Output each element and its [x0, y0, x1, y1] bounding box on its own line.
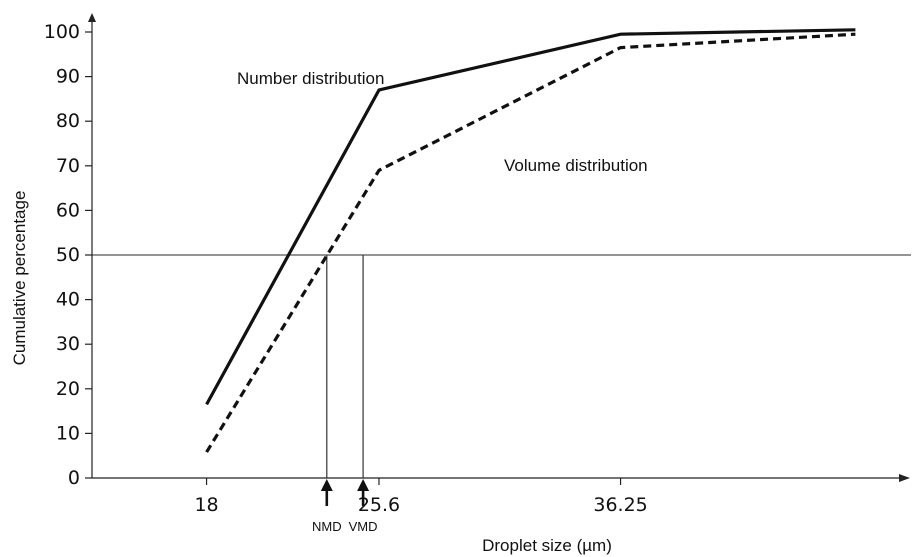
series-labels: Number distribution Volume distribution: [237, 69, 648, 175]
y-axis-ticks: 0 10 20 30 40 50 60 70 80 90 100: [44, 21, 92, 489]
axes: 0 10 20 30 40 50 60 70 80 90 100 18 25.6 36.25: [44, 13, 910, 516]
series-label-number-distribution: Number distribution: [237, 69, 384, 88]
median-markers: NMD VMD: [312, 479, 378, 534]
series-line-number-distribution: [205, 28, 856, 406]
series-label-volume-distribution: Volume distribution: [504, 156, 648, 175]
vmd-arrow-head: [357, 479, 370, 491]
nmd-label: NMD: [312, 519, 342, 534]
vmd-label: VMD: [349, 519, 378, 534]
y-axis-title: Cumulative percentage: [10, 191, 29, 366]
y-tick-label-20: 20: [56, 378, 80, 400]
y-tick-label-90: 90: [56, 66, 80, 88]
y-axis-arrowhead: [88, 13, 96, 22]
y-tick-label-10: 10: [56, 422, 80, 444]
y-tick-label-30: 30: [56, 333, 80, 355]
x-tick-label-18: 18: [194, 494, 218, 516]
y-tick-label-70: 70: [56, 155, 80, 177]
y-tick-label-100: 100: [44, 21, 80, 43]
series-lines: [205, 28, 856, 453]
x-tick-label-25-6: 25.6: [358, 494, 400, 516]
series-line-volume-distribution: [205, 32, 856, 453]
y-tick-label-40: 40: [56, 289, 80, 311]
x-tick-label-36-25: 36.25: [593, 494, 647, 516]
y-tick-label-60: 60: [56, 199, 80, 221]
nmd-arrow-head: [320, 479, 333, 491]
plot-area: [92, 28, 911, 478]
x-axis-arrowhead: [899, 474, 910, 482]
x-axis-title: Droplet size (µm): [482, 536, 612, 555]
y-tick-label-80: 80: [56, 110, 80, 132]
marker-lines: [326, 255, 364, 478]
y-tick-label-50: 50: [56, 244, 80, 266]
x-axis-ticks: 18 25.6 36.25: [194, 478, 648, 516]
y-tick-label-0: 0: [68, 467, 80, 489]
